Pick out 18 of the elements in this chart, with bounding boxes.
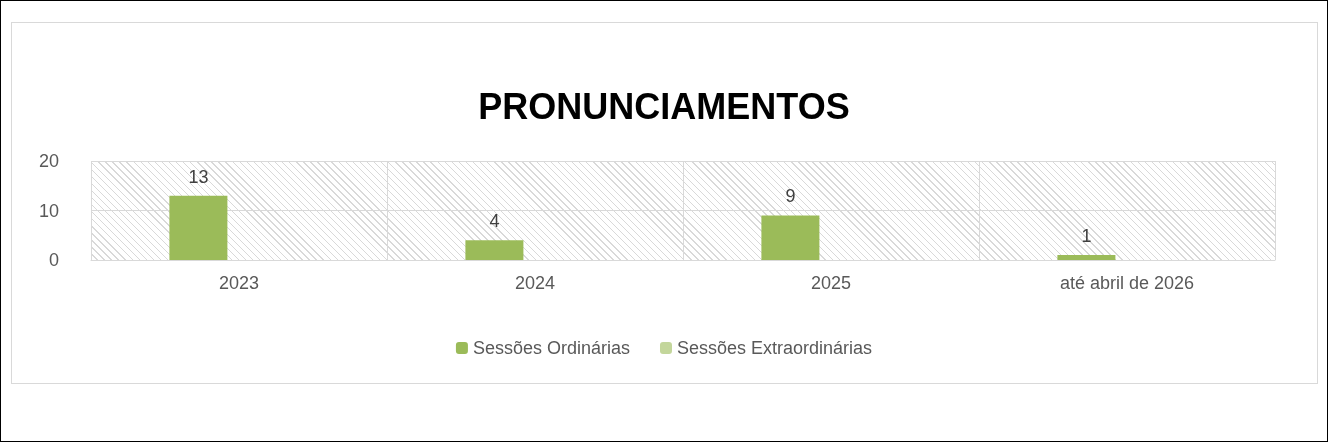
x-tick-label: 2023 xyxy=(218,273,260,293)
x-tick-label: 2024 xyxy=(514,273,556,293)
y-tick-label: 0 xyxy=(48,250,59,270)
legend-label: Sessões Extraordinárias xyxy=(676,338,873,358)
data-label: 9 xyxy=(785,186,796,207)
bar xyxy=(169,195,228,260)
bar xyxy=(1057,255,1116,260)
data-label: 13 xyxy=(188,166,209,187)
y-tick-label: 20 xyxy=(38,151,59,171)
x-tick-label: 2025 xyxy=(810,273,852,293)
data-label: 1 xyxy=(1081,226,1092,247)
chart-title: PRONUNCIAMENTOS xyxy=(478,85,850,127)
bar xyxy=(761,215,820,260)
data-label: 4 xyxy=(489,211,500,232)
legend-label: Sessões Ordinárias xyxy=(472,338,630,358)
bar xyxy=(465,240,524,260)
y-tick-label: 10 xyxy=(38,200,59,221)
x-tick-label: até abril de 2026 xyxy=(1059,273,1195,293)
